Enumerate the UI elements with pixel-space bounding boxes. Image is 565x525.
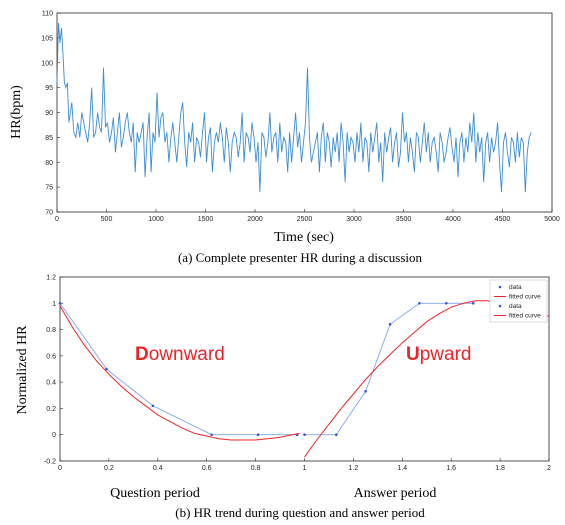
chart-a-x-tick-label: 1000 <box>148 216 164 223</box>
chart-b-x-tick-label: 0.8 <box>251 465 261 472</box>
chart-b-x-tick-label: 0.4 <box>153 465 163 472</box>
chart-a-y-tick-label: 75 <box>45 185 53 192</box>
chart-b-plot-frame <box>59 276 550 462</box>
chart-a-y-tick-label: 90 <box>45 110 53 117</box>
legend-entry-label: fitted curve <box>509 294 541 301</box>
chart-a-x-tick-label: 2000 <box>247 216 263 223</box>
chart-b-caption: (b) HR trend during question and answer … <box>175 505 425 520</box>
chart-b-data-point <box>471 301 475 305</box>
chart-a-x-tick-label: 2500 <box>297 216 313 223</box>
chart-a-x-tick-label: 1500 <box>198 216 214 223</box>
chart-b-y-tick-label: -0.2 <box>44 459 56 466</box>
chart-b-x-tick-label: 1 <box>303 465 307 472</box>
chart-b-x-annotation-answer: Answer period <box>354 486 437 501</box>
chart-a-y-tick-label: 70 <box>45 210 53 217</box>
chart-a-y-tick-label: 110 <box>42 11 53 18</box>
chart-b-data-point <box>445 301 448 305</box>
chart-b-data-point <box>105 367 108 371</box>
chart-b-x-tick-label: 1.4 <box>397 465 407 472</box>
chart-a-x-tick-label: 4500 <box>495 216 511 223</box>
chart-b-data-point <box>334 433 338 437</box>
chart-b-x-tick-label: 0.6 <box>202 465 212 472</box>
chart-b-x-ticks: 0 0.2 0.4 0.6 0.8 1 1.2 1.4 1.6 1.8 2 <box>58 458 551 472</box>
chart-a-hr-series-line <box>56 22 532 193</box>
chart-b-annotation-upward: Upward <box>406 344 471 365</box>
chart-a: 0 500 1000 1500 2000 2500 3000 3500 4000 4500 5000… <box>9 11 560 266</box>
chart-b-x-tick-label: 0.2 <box>104 465 114 472</box>
chart-b-x-tick-label: 1.6 <box>446 465 456 472</box>
chart-b-legend: data fitted curve data fitted curve <box>489 279 548 323</box>
chart-a-y-tick-label: 80 <box>45 160 53 167</box>
chart-b-data-point <box>303 433 306 437</box>
chart-b-data-point <box>364 390 367 393</box>
chart-b-data-point <box>151 404 155 408</box>
chart-b-y-tick-label: 0.8 <box>46 327 56 334</box>
legend-entry-label: data <box>509 284 522 291</box>
chart-b-y-tick-label: 0.2 <box>46 406 56 413</box>
chart-a-x-axis-label: Time (sec) <box>274 230 334 245</box>
chart-b-series <box>58 300 550 458</box>
chart-b-data-point <box>388 323 392 326</box>
chart-a-y-tick-label: 95 <box>45 85 53 92</box>
chart-b-y-tick-label: 1.2 <box>46 275 56 282</box>
legend-entry-label: fitted curve <box>509 313 541 320</box>
chart-a-x-tick-label: 0 <box>55 216 59 223</box>
chart-b-x-tick-label: 0 <box>58 465 62 472</box>
chart-b-data-line <box>59 303 298 436</box>
chart-b-y-tick-label: 0.4 <box>46 380 56 387</box>
chart-a-x-ticks: 0 500 1000 1500 2000 2500 3000 3500 4000 4500 5000 <box>55 209 560 223</box>
chart-a-y-tick-label: 100 <box>41 60 53 67</box>
chart-b-annotation-downward: Downward <box>135 344 225 365</box>
chart-b-data-point <box>256 433 260 437</box>
chart-a-x-tick-label: 500 <box>101 216 113 223</box>
chart-a-y-axis-label: HR(bpm) <box>9 85 24 139</box>
chart-a-y-tick-label: 105 <box>41 35 53 42</box>
chart-b-y-ticks: -0.2 0 0.2 0.4 0.6 0.8 1 1.2 <box>44 275 63 466</box>
chart-b-y-tick-label: 0 <box>52 432 56 439</box>
chart-a-x-tick-label: 3500 <box>396 216 412 223</box>
chart-a-x-tick-label: 3000 <box>346 216 362 223</box>
chart-a-x-tick-label: 4000 <box>445 216 461 223</box>
chart-b-x-tick-label: 2 <box>547 465 551 472</box>
chart-b-y-axis-label: Normalized HR <box>15 325 30 415</box>
chart-b-fitted-curve-line <box>59 305 300 441</box>
chart-b-y-tick-label: 1 <box>52 301 56 308</box>
chart-b-data-point <box>58 301 62 305</box>
chart-b-y-tick-label: 0.6 <box>46 353 56 360</box>
chart-b-x-tick-label: 1.8 <box>495 465 505 472</box>
legend-entry-label: data <box>509 303 522 310</box>
chart-a-y-tick-label: 85 <box>45 135 53 142</box>
chart-a-x-tick-label: 5000 <box>544 216 560 223</box>
chart-b: 0 0.2 0.4 0.6 0.8 1 1.2 1.4 1.6 1.8 2 -0.200.20.40… <box>15 275 551 521</box>
legend-data-swatch <box>498 304 502 308</box>
chart-b-data-point <box>210 433 213 437</box>
chart-b-x-tick-label: 1.2 <box>349 465 359 472</box>
chart-b-x-annotation-question: Question period <box>110 486 200 501</box>
chart-a-caption: (a) Complete presenter HR during a discu… <box>178 250 423 265</box>
chart-b-data-point <box>418 301 421 305</box>
chart-a-plot-frame <box>56 12 553 213</box>
chart-b-fitted-curve-line <box>304 300 550 458</box>
legend-data-swatch <box>498 285 502 289</box>
